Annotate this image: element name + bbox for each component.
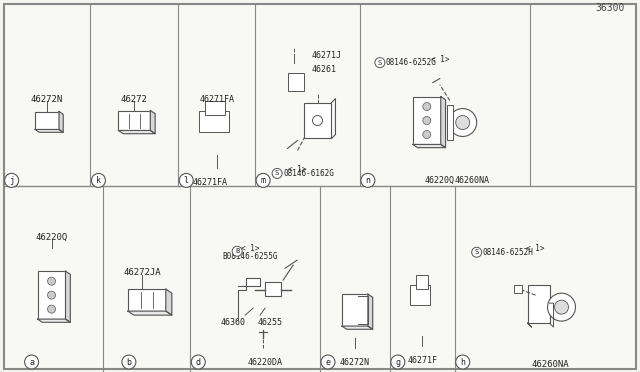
Circle shape xyxy=(423,116,431,125)
Text: e: e xyxy=(326,357,330,366)
Text: B08146-6255G: B08146-6255G xyxy=(222,252,278,261)
Circle shape xyxy=(472,247,482,257)
Text: l: l xyxy=(184,176,189,185)
Bar xyxy=(303,103,332,138)
Circle shape xyxy=(256,173,270,187)
Text: 46272: 46272 xyxy=(121,94,148,103)
Polygon shape xyxy=(35,129,63,132)
Text: S: S xyxy=(474,249,479,255)
Bar xyxy=(287,73,303,90)
Text: 08146-6252G: 08146-6252G xyxy=(386,58,436,67)
Text: b: b xyxy=(126,357,131,366)
Text: 46271J: 46271J xyxy=(312,51,342,60)
Text: 46271FA: 46271FA xyxy=(192,179,227,187)
Circle shape xyxy=(122,355,136,369)
Bar xyxy=(35,112,59,129)
Circle shape xyxy=(272,169,282,179)
Text: g: g xyxy=(396,357,401,366)
Text: S: S xyxy=(275,170,279,176)
Polygon shape xyxy=(342,326,372,329)
Polygon shape xyxy=(238,278,260,320)
Circle shape xyxy=(456,355,470,369)
Circle shape xyxy=(361,173,375,187)
Bar xyxy=(514,285,522,293)
Bar xyxy=(527,285,550,323)
Circle shape xyxy=(47,277,56,285)
Text: 46272N: 46272N xyxy=(340,358,370,367)
Text: a: a xyxy=(29,357,34,366)
Polygon shape xyxy=(166,289,172,315)
Bar xyxy=(118,110,150,131)
Text: 36300: 36300 xyxy=(595,3,625,13)
Bar xyxy=(342,294,368,326)
Circle shape xyxy=(391,355,405,369)
Bar xyxy=(410,285,430,305)
Bar xyxy=(413,97,441,144)
Text: < 1>: < 1> xyxy=(241,244,259,253)
Text: 08146-6162G: 08146-6162G xyxy=(283,169,334,178)
Bar xyxy=(128,289,166,311)
Text: < 1>: < 1> xyxy=(431,55,449,64)
Circle shape xyxy=(312,116,323,125)
Polygon shape xyxy=(128,311,172,315)
Bar xyxy=(205,100,225,115)
Polygon shape xyxy=(38,319,70,322)
Text: 46272JA: 46272JA xyxy=(123,268,161,277)
Text: 46260NA: 46260NA xyxy=(455,176,490,185)
Text: B: B xyxy=(235,248,239,254)
Text: 46220DA: 46220DA xyxy=(248,358,283,367)
Bar xyxy=(416,275,428,289)
Text: < 1>: < 1> xyxy=(288,166,307,174)
Text: 46261: 46261 xyxy=(312,65,337,74)
Circle shape xyxy=(92,173,106,187)
Polygon shape xyxy=(59,112,63,132)
Circle shape xyxy=(423,131,431,138)
Text: h: h xyxy=(460,357,465,366)
Text: 46272N: 46272N xyxy=(31,94,63,103)
Text: 46271F: 46271F xyxy=(407,356,437,365)
Circle shape xyxy=(449,109,477,137)
Text: m: m xyxy=(260,176,266,185)
Polygon shape xyxy=(441,97,445,148)
Circle shape xyxy=(24,355,38,369)
Polygon shape xyxy=(118,131,155,134)
Circle shape xyxy=(47,291,56,299)
Circle shape xyxy=(548,293,575,321)
Text: k: k xyxy=(96,176,101,185)
Circle shape xyxy=(423,103,431,110)
Circle shape xyxy=(179,173,193,187)
Polygon shape xyxy=(150,110,155,134)
Text: S: S xyxy=(378,60,382,65)
Circle shape xyxy=(232,246,242,256)
Circle shape xyxy=(191,355,205,369)
Polygon shape xyxy=(65,271,70,322)
Circle shape xyxy=(47,305,56,313)
Text: 46260NA: 46260NA xyxy=(532,360,570,369)
Bar xyxy=(265,282,281,296)
Text: 46271FA: 46271FA xyxy=(199,94,234,103)
Text: < 1>: < 1> xyxy=(526,244,545,253)
Circle shape xyxy=(554,300,568,314)
Text: 46255: 46255 xyxy=(258,318,283,327)
Text: j: j xyxy=(9,176,14,185)
Circle shape xyxy=(375,58,385,68)
Bar xyxy=(447,105,452,141)
Bar xyxy=(38,271,65,319)
Text: 46360: 46360 xyxy=(221,318,246,327)
Text: 46220Q: 46220Q xyxy=(425,176,455,185)
Text: d: d xyxy=(196,357,201,366)
Text: 08146-6252H: 08146-6252H xyxy=(483,248,534,257)
Text: 46220Q: 46220Q xyxy=(35,233,68,242)
Bar xyxy=(199,110,228,132)
Circle shape xyxy=(456,116,470,129)
Polygon shape xyxy=(368,294,372,329)
Circle shape xyxy=(321,355,335,369)
Circle shape xyxy=(4,173,19,187)
Text: n: n xyxy=(365,176,371,185)
Polygon shape xyxy=(413,144,445,148)
